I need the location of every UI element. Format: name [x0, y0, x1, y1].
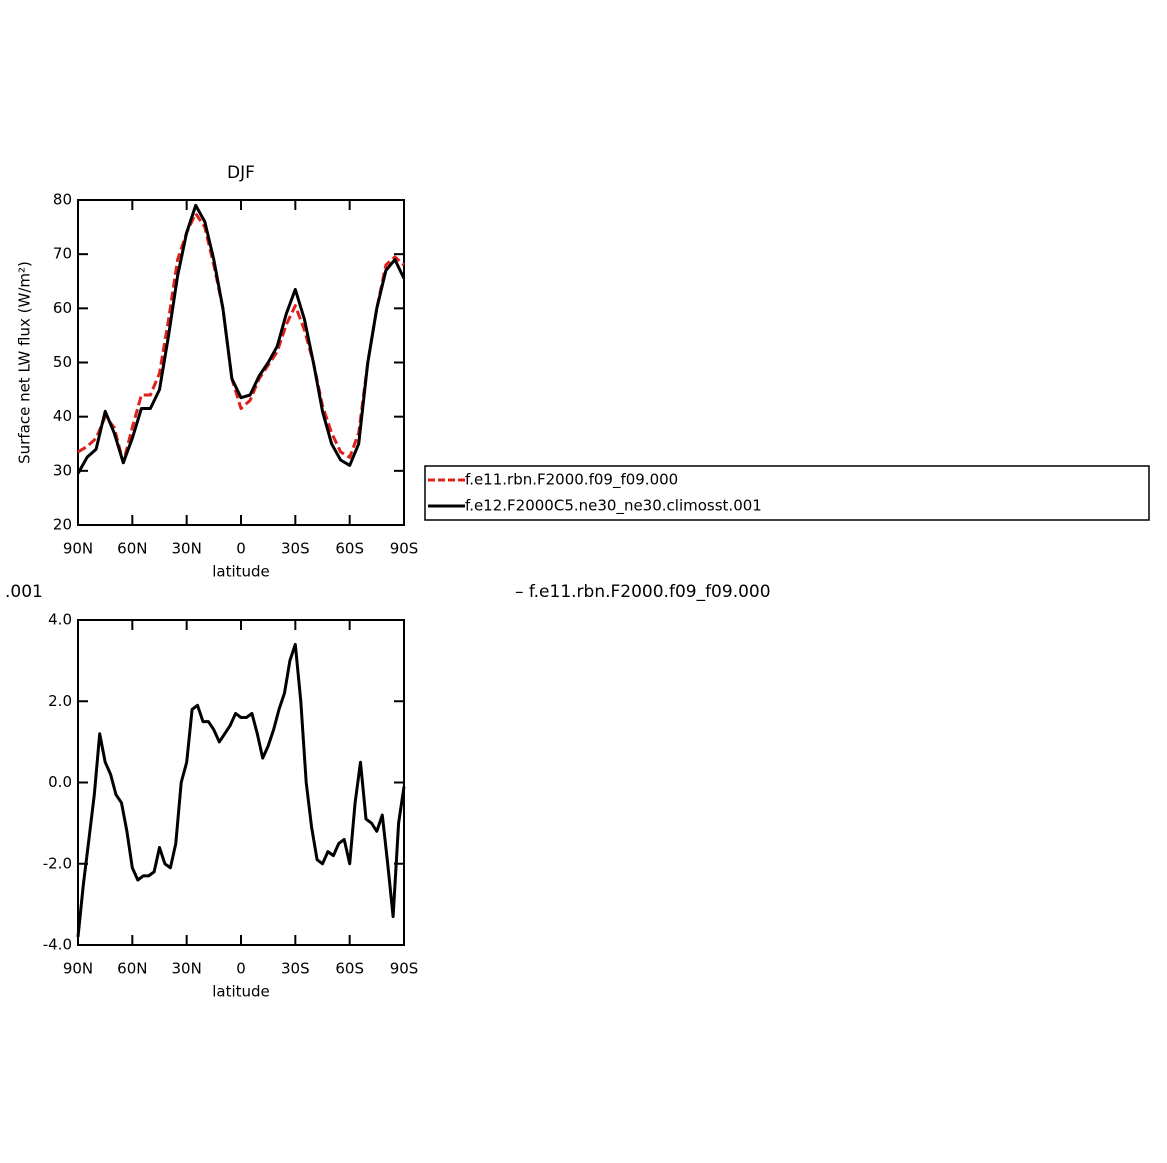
x-tick-label: 90S: [390, 540, 419, 558]
series-line: [76, 203, 406, 475]
x-tick-label: 60S: [335, 960, 364, 978]
x-tick-label: 30N: [172, 540, 202, 558]
legend-label: f.e12.F2000C5.ne30_ne30.climosst.001: [465, 497, 762, 516]
y-tick-label: 2.0: [48, 692, 72, 710]
y-tick-label: 80: [53, 191, 72, 209]
annotation: – f.e11.rbn.F2000.f09_f09.000: [515, 582, 771, 602]
x-tick-label: 60S: [335, 540, 364, 558]
y-tick-label: 20: [53, 516, 72, 534]
y-tick-label: 70: [53, 245, 72, 263]
x-axis-label: latitude: [212, 563, 270, 581]
y-tick-label: -4.0: [43, 936, 72, 954]
chart-title: DJF: [227, 163, 255, 183]
y-tick-label: 30: [53, 461, 72, 479]
series-line: [76, 642, 406, 938]
y-axis-label: Surface net LW flux (W/m²): [16, 261, 34, 464]
x-tick-label: 90S: [390, 960, 419, 978]
y-tick-label: -2.0: [43, 854, 72, 872]
x-axis-label: latitude: [212, 983, 270, 1001]
y-tick-label: 40: [53, 407, 72, 425]
x-tick-label: 60N: [117, 960, 147, 978]
series-line: [77, 212, 405, 465]
legend-label: f.e11.rbn.F2000.f09_f09.000: [465, 471, 678, 490]
y-tick-label: 50: [53, 353, 72, 371]
x-tick-label: 30N: [172, 960, 202, 978]
plot-frame: [77, 199, 405, 526]
x-tick-label: 90N: [63, 960, 93, 978]
x-tick-label: 0: [236, 540, 246, 558]
x-tick-label: 0: [236, 960, 246, 978]
x-tick-label: 30S: [281, 960, 310, 978]
y-tick-label: 4.0: [48, 611, 72, 629]
legend-box: [424, 465, 1150, 521]
x-tick-label: 60N: [117, 540, 147, 558]
annotation: .001: [5, 582, 43, 602]
plot-frame: [77, 619, 405, 946]
y-tick-label: 60: [53, 299, 72, 317]
y-axis-label: Surface net LW flux (W/m²): [0, 681, 17, 884]
x-tick-label: 90N: [63, 540, 93, 558]
x-tick-label: 30S: [281, 540, 310, 558]
y-tick-label: 0.0: [48, 773, 72, 791]
